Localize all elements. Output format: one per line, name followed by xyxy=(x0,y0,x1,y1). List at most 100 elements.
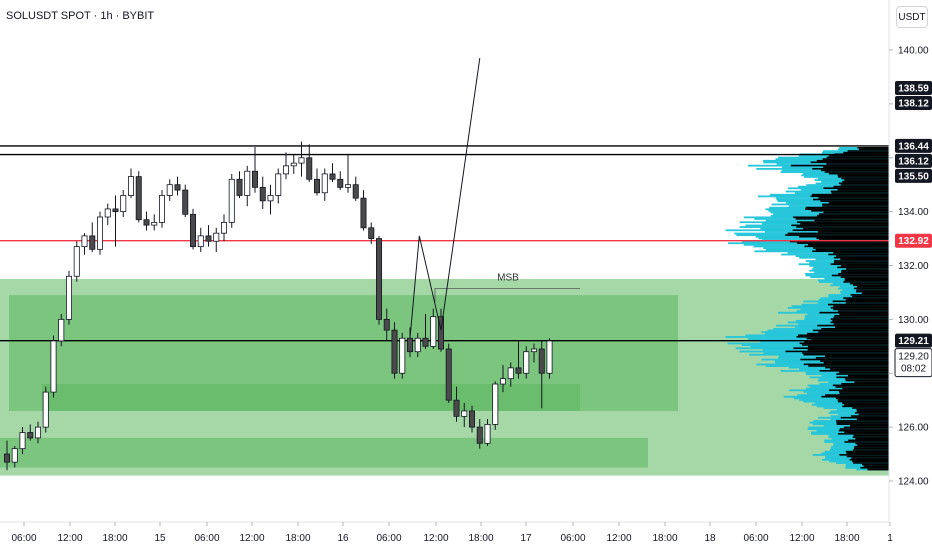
candle-up xyxy=(197,235,204,248)
candle-down xyxy=(468,410,475,428)
volume-bar-core xyxy=(841,271,889,274)
candle-down xyxy=(143,219,150,226)
volume-bar-core xyxy=(861,292,889,295)
candle-down xyxy=(135,176,142,221)
volume-bar-core xyxy=(832,384,889,387)
price-badge-label: 129.21 xyxy=(898,336,929,347)
volume-bar-core xyxy=(822,158,889,161)
volume-bar-core xyxy=(840,276,889,279)
volume-bar-core xyxy=(838,371,889,374)
candle-down xyxy=(391,329,398,374)
volume-bar-core xyxy=(836,373,889,376)
currency-button[interactable]: USDT xyxy=(896,6,928,28)
volume-bar-core xyxy=(852,295,889,298)
volume-bar-core xyxy=(818,197,889,199)
volume-bar-core xyxy=(858,148,889,151)
volume-bar-core xyxy=(839,428,889,431)
time-axis-panel xyxy=(0,522,932,550)
x-tick-label: 18:00 xyxy=(652,533,677,544)
volume-bar-core xyxy=(856,285,889,288)
volume-bar-core xyxy=(828,253,889,256)
x-tick-label: 12:00 xyxy=(423,533,448,544)
volume-bar-core xyxy=(844,431,889,434)
candle-down xyxy=(422,337,429,347)
volume-profile xyxy=(725,146,889,471)
volume-bar-core xyxy=(825,394,889,397)
candle-up xyxy=(158,195,165,223)
volume-bar-core xyxy=(807,243,889,246)
candle-up xyxy=(290,162,297,167)
volume-bar-core xyxy=(819,370,889,372)
volume-bar-core xyxy=(828,201,889,204)
volume-bar-core xyxy=(811,210,889,212)
volume-bar-core xyxy=(802,352,889,355)
volume-bar-core xyxy=(838,273,889,275)
volume-bar-core xyxy=(852,436,889,439)
volume-bar-core xyxy=(855,437,889,440)
volume-bar-core xyxy=(836,255,889,258)
volume-bar-core xyxy=(825,366,889,369)
candle-up xyxy=(298,157,305,164)
volume-bar-core xyxy=(842,405,889,408)
volume-bar-core xyxy=(832,319,889,322)
volume-bar-core xyxy=(827,303,889,306)
volume-bar-core xyxy=(812,250,889,253)
volume-bar-core xyxy=(852,449,889,452)
candlesticks xyxy=(4,141,553,471)
volume-bar-core xyxy=(856,408,889,411)
volume-bar-core xyxy=(834,256,889,259)
candle-down xyxy=(251,170,258,188)
candle-up xyxy=(461,410,468,417)
volume-bar-core xyxy=(834,315,889,317)
volume-bar-core xyxy=(849,282,889,285)
x-tick-label: 18 xyxy=(704,533,716,544)
volume-bar-core xyxy=(857,444,889,447)
price-badge xyxy=(895,333,932,348)
candle-up xyxy=(523,351,530,374)
volume-bar-core xyxy=(836,376,889,379)
candle-down xyxy=(329,173,336,180)
volume-bar-core xyxy=(837,176,889,178)
candle-up xyxy=(35,426,42,439)
volume-bar-core xyxy=(824,355,889,358)
volume-bar-core xyxy=(854,447,889,450)
price-badge xyxy=(895,95,932,110)
volume-bar-core xyxy=(816,237,889,240)
volume-bar-core xyxy=(856,418,889,421)
volume-bar-core xyxy=(807,345,889,348)
volume-bar-core xyxy=(789,240,889,243)
volume-bar-core xyxy=(840,184,889,186)
volume-bar-core xyxy=(845,268,889,270)
volume-bar-core xyxy=(833,252,889,254)
y-tick-label: 134.00 xyxy=(898,207,929,218)
volume-bar-core xyxy=(812,198,889,201)
volume-bar-core xyxy=(844,378,889,380)
volume-bar-core xyxy=(835,386,889,388)
candle-down xyxy=(306,157,313,180)
volume-bar-core xyxy=(833,308,889,311)
candle-up xyxy=(414,337,421,353)
volume-bar-core xyxy=(818,331,889,334)
candle-up xyxy=(213,232,220,242)
candle-down xyxy=(383,318,390,331)
volume-bar-core xyxy=(796,226,889,228)
volume-bar-core xyxy=(833,260,889,262)
y-tick-label: 126.00 xyxy=(898,423,929,434)
volume-bar-core xyxy=(850,294,889,296)
volume-bar-core xyxy=(828,155,889,157)
volume-bar-core xyxy=(796,336,889,338)
candle-up xyxy=(430,316,437,347)
volume-bar-core xyxy=(848,374,889,377)
price-badge xyxy=(895,138,932,153)
candle-up xyxy=(120,195,127,213)
volume-bar-core xyxy=(846,455,889,458)
candle-up xyxy=(127,176,134,196)
volume-bar-core xyxy=(823,211,889,214)
volume-bar-core xyxy=(843,151,889,154)
volume-bar-core xyxy=(808,365,889,367)
demand-zones xyxy=(0,278,889,476)
candle-up xyxy=(220,221,227,234)
price-badge-label: 135.50 xyxy=(898,171,929,182)
